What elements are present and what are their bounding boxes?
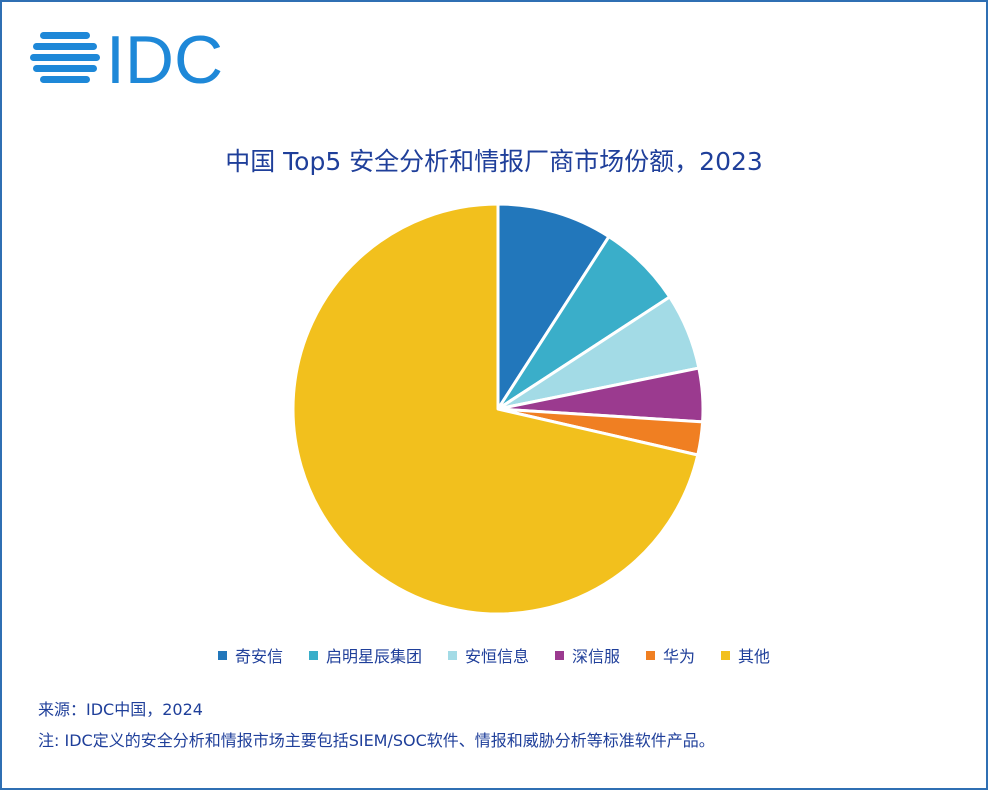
legend-item: 深信服 [555,643,620,667]
legend-label: 奇安信 [234,647,283,666]
legend-item: 华为 [646,643,695,667]
pie-chart [291,202,705,616]
idc-logo: IDC [30,26,223,88]
pie-slice-1 [496,202,611,411]
legend-swatch [308,650,318,660]
globe-icon [30,32,100,83]
legend-label: 其他 [738,647,771,666]
chart-title: 中国 Top5 安全分析和情报厂商市场份额，2023 [225,147,763,176]
legend-swatch [721,650,731,660]
logo-text: IDC [106,26,223,88]
legend-swatch [646,650,656,660]
legend-swatch [447,650,457,660]
pie-slice-6 [291,202,700,616]
legend-item: 其他 [721,643,770,667]
legend-swatch [217,650,227,660]
legend-swatch [555,650,564,660]
legend-label: 深信服 [572,647,621,666]
legend-item: 启明星辰集团 [308,643,422,667]
legend-item: 安恒信息 [447,643,529,667]
source-text: 来源：IDC中国，2024 [38,700,203,719]
note-text: 注: IDC定义的安全分析和情报市场主要包括SIEM/SOC软件、情报和威胁分析… [38,731,715,750]
legend-label: 华为 [663,647,696,666]
legend-label: 安恒信息 [464,647,529,666]
legend-label: 启明星辰集团 [325,647,422,666]
legend-item: 奇安信 [217,643,283,667]
chart-legend: 奇安信 启明星辰集团 安恒信息 深信服 华为 其他 [0,643,988,667]
